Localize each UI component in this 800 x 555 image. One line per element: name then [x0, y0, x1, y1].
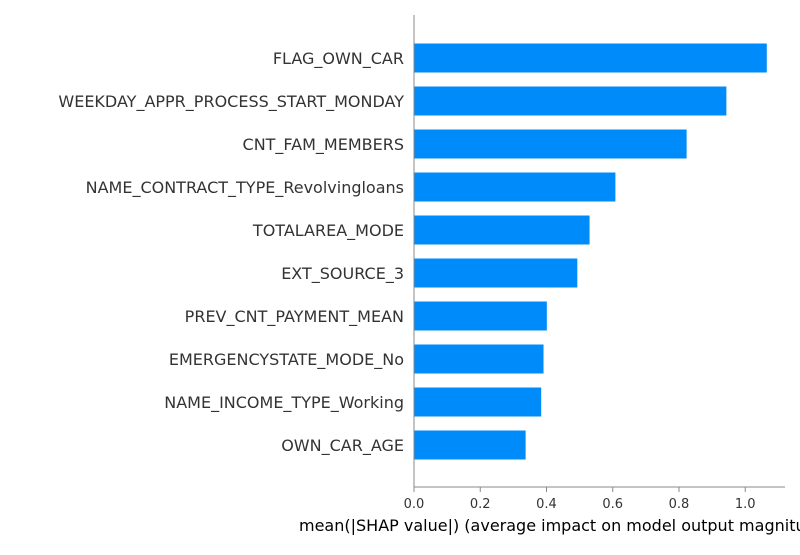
y-tick-label: PREV_CNT_PAYMENT_MEAN [185, 307, 404, 327]
y-tick-label: FLAG_OWN_CAR [273, 49, 404, 69]
x-tick-label: 0.8 [669, 497, 690, 512]
y-tick-label: CNT_FAM_MEMBERS [243, 135, 404, 155]
y-labels-group: FLAG_OWN_CAR WEEKDAY_APPR_PROCESS_START_M… [58, 49, 404, 456]
x-axis-label: mean(|SHAP value|) (average impact on mo… [299, 516, 800, 535]
bar-name-income-type-working [414, 387, 542, 417]
y-tick-label: NAME_CONTRACT_TYPE_Revolvingloans [86, 178, 404, 198]
bar-weekday-appr-process-start-monday [414, 86, 727, 116]
x-ticks-group: 0.0 0.2 0.4 0.6 0.8 1.0 [404, 487, 756, 512]
x-tick-label: 0.4 [536, 497, 557, 512]
x-tick-label: 0.0 [404, 497, 425, 512]
bar-emergencystate-mode-no [414, 344, 544, 374]
x-tick-label: 0.2 [470, 497, 491, 512]
y-tick-label: NAME_INCOME_TYPE_Working [164, 393, 404, 413]
bar-name-contract-type-revolvingloans [414, 172, 616, 202]
y-tick-label: OWN_CAR_AGE [281, 436, 404, 456]
y-tick-label: WEEKDAY_APPR_PROCESS_START_MONDAY [58, 92, 404, 112]
bar-cnt-fam-members [414, 129, 687, 159]
x-tick-label: 0.6 [602, 497, 623, 512]
y-tick-label: TOTALAREA_MODE [252, 221, 404, 241]
bar-flag-own-car [414, 43, 767, 73]
y-tick-label: EMERGENCYSTATE_MODE_No [169, 350, 404, 370]
bar-own-car-age [414, 430, 526, 460]
bar-totalarea-mode [414, 215, 590, 245]
bar-prev-cnt-payment-mean [414, 301, 547, 331]
bar-ext-source-3 [414, 258, 578, 288]
y-tick-label: EXT_SOURCE_3 [281, 264, 404, 284]
bars-group [414, 43, 767, 460]
x-tick-label: 1.0 [735, 497, 756, 512]
